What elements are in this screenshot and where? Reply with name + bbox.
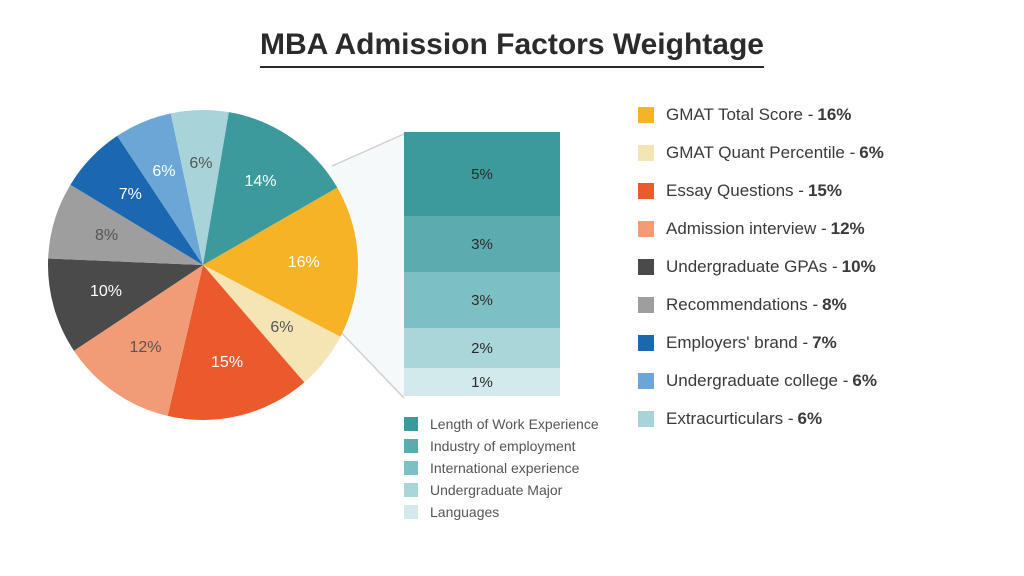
stack-legend-label: International experience bbox=[430, 460, 579, 476]
main-legend-item: Employers' brand - 7% bbox=[638, 333, 998, 353]
main-legend-pct: 10% bbox=[842, 257, 876, 277]
legend-swatch bbox=[404, 439, 418, 453]
legend-swatch bbox=[638, 297, 654, 313]
main-legend-label: GMAT Total Score - bbox=[666, 105, 813, 125]
stack-legend-label: Industry of employment bbox=[430, 438, 576, 454]
legend-swatch bbox=[404, 417, 418, 431]
main-legend-item: GMAT Quant Percentile - 6% bbox=[638, 143, 998, 163]
page-title: MBA Admission Factors Weightage bbox=[260, 28, 764, 68]
main-legend-label: Undergraduate college - bbox=[666, 371, 848, 391]
legend-swatch bbox=[638, 221, 654, 237]
legend-swatch bbox=[404, 483, 418, 497]
stack-legend-label: Languages bbox=[430, 504, 499, 520]
legend-swatch bbox=[638, 411, 654, 427]
main-legend-label: Essay Questions - bbox=[666, 181, 804, 201]
stack-legend-item: International experience bbox=[404, 460, 599, 476]
legend-swatch bbox=[638, 335, 654, 351]
stack-segment: 3% bbox=[404, 216, 560, 272]
main-legend-pct: 12% bbox=[831, 219, 865, 239]
stacked-bar: 5%3%3%2%1% bbox=[404, 132, 560, 396]
stacked-bar-legend: Length of Work Experience Industry of emp… bbox=[404, 416, 599, 526]
legend-swatch bbox=[638, 373, 654, 389]
main-legend-label: Admission interview - bbox=[666, 219, 827, 239]
main-legend-pct: 16% bbox=[817, 105, 851, 125]
main-legend-pct: 8% bbox=[822, 295, 847, 315]
stack-legend-label: Length of Work Experience bbox=[430, 416, 599, 432]
legend-swatch bbox=[638, 259, 654, 275]
main-legend: GMAT Total Score - 16% GMAT Quant Percent… bbox=[638, 105, 998, 447]
stack-segment: 3% bbox=[404, 272, 560, 328]
main-legend-label: Extracurticulars - bbox=[666, 409, 794, 429]
main-legend-item: Essay Questions - 15% bbox=[638, 181, 998, 201]
stack-segment: 5% bbox=[404, 132, 560, 216]
pie-chart: 16%6%15%12%10%8%7%6%6%14% bbox=[48, 110, 358, 420]
legend-swatch bbox=[404, 505, 418, 519]
main-legend-pct: 6% bbox=[859, 143, 884, 163]
stack-segment: 2% bbox=[404, 328, 560, 368]
main-legend-label: Recommendations - bbox=[666, 295, 818, 315]
main-legend-pct: 6% bbox=[798, 409, 823, 429]
main-legend-item: Recommendations - 8% bbox=[638, 295, 998, 315]
legend-swatch bbox=[638, 145, 654, 161]
main-legend-pct: 15% bbox=[808, 181, 842, 201]
stack-legend-label: Undergraduate Major bbox=[430, 482, 562, 498]
legend-swatch bbox=[638, 107, 654, 123]
main-legend-item: Admission interview - 12% bbox=[638, 219, 998, 239]
main-legend-item: Undergraduate college - 6% bbox=[638, 371, 998, 391]
main-legend-pct: 7% bbox=[812, 333, 837, 353]
main-legend-item: GMAT Total Score - 16% bbox=[638, 105, 998, 125]
main-legend-item: Extracurticulars - 6% bbox=[638, 409, 998, 429]
main-legend-label: Employers' brand - bbox=[666, 333, 808, 353]
stack-legend-item: Industry of employment bbox=[404, 438, 599, 454]
legend-swatch bbox=[404, 461, 418, 475]
legend-swatch bbox=[638, 183, 654, 199]
main-legend-label: GMAT Quant Percentile - bbox=[666, 143, 855, 163]
main-legend-label: Undergraduate GPAs - bbox=[666, 257, 838, 277]
stack-segment: 1% bbox=[404, 368, 560, 396]
main-legend-item: Undergraduate GPAs - 10% bbox=[638, 257, 998, 277]
stack-legend-item: Undergraduate Major bbox=[404, 482, 599, 498]
stack-legend-item: Length of Work Experience bbox=[404, 416, 599, 432]
main-legend-pct: 6% bbox=[852, 371, 877, 391]
stack-legend-item: Languages bbox=[404, 504, 599, 520]
